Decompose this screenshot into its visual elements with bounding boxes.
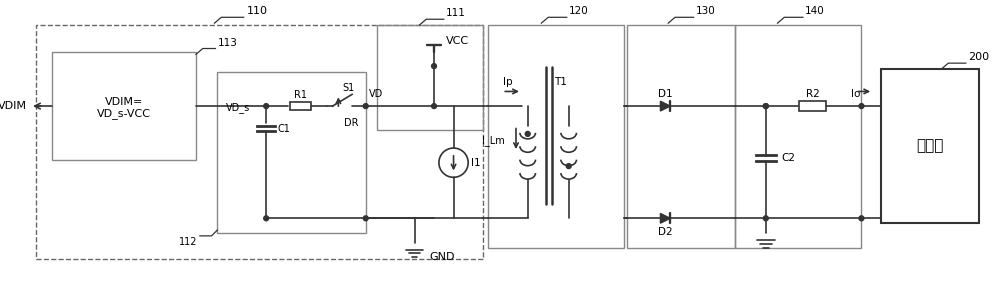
Text: 200: 200: [968, 52, 989, 62]
Text: S1: S1: [342, 83, 355, 93]
Text: R1: R1: [294, 90, 307, 100]
Text: VD_s: VD_s: [226, 103, 250, 113]
Bar: [488, 25, 624, 248]
Circle shape: [859, 216, 864, 221]
Bar: [799, 101, 826, 111]
Text: DR: DR: [344, 118, 359, 128]
Bar: [881, 69, 979, 223]
Text: C1: C1: [278, 124, 291, 134]
Text: T1: T1: [554, 77, 567, 87]
Circle shape: [566, 164, 571, 169]
Bar: [52, 52, 196, 160]
Text: 130: 130: [696, 6, 715, 16]
Text: I_Lm: I_Lm: [482, 135, 504, 146]
Text: Io: Io: [851, 89, 860, 99]
Text: VCC: VCC: [446, 36, 469, 46]
Text: 调光器: 调光器: [916, 139, 943, 154]
Text: Ip: Ip: [503, 77, 513, 87]
Text: D2: D2: [658, 227, 673, 237]
Text: 112: 112: [179, 237, 198, 247]
Bar: [36, 25, 483, 259]
Bar: [377, 25, 483, 130]
Text: I1: I1: [471, 158, 481, 168]
Polygon shape: [660, 101, 670, 111]
Text: 110: 110: [247, 6, 268, 16]
Text: VDIM: VDIM: [0, 101, 27, 111]
Bar: [217, 72, 366, 233]
Text: 111: 111: [446, 8, 466, 18]
Circle shape: [363, 216, 368, 221]
Circle shape: [763, 103, 768, 109]
Text: VDIM=
VD_s-VCC: VDIM= VD_s-VCC: [97, 97, 151, 119]
Text: VD: VD: [369, 89, 383, 99]
Circle shape: [432, 103, 436, 109]
Circle shape: [432, 64, 436, 68]
Text: 120: 120: [569, 6, 588, 16]
Bar: [290, 102, 311, 110]
Text: GND: GND: [429, 252, 455, 262]
Circle shape: [363, 103, 368, 109]
Circle shape: [264, 103, 269, 109]
Circle shape: [763, 216, 768, 221]
Bar: [735, 25, 861, 248]
Circle shape: [763, 103, 768, 109]
Bar: [627, 25, 735, 248]
Text: 140: 140: [805, 6, 825, 16]
Text: D1: D1: [658, 89, 673, 99]
Circle shape: [264, 216, 269, 221]
Polygon shape: [660, 213, 670, 223]
Circle shape: [859, 103, 864, 109]
Circle shape: [525, 131, 530, 136]
Text: 113: 113: [217, 38, 237, 47]
Text: R2: R2: [806, 89, 820, 99]
Text: C2: C2: [781, 153, 795, 163]
